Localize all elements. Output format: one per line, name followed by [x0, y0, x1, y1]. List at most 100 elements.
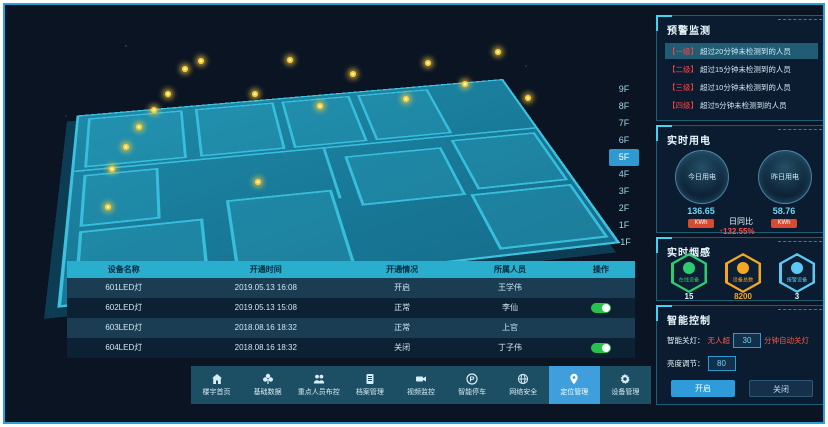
yesterday-power-gauge: 昨日用电 [758, 150, 812, 204]
today-unit-badge: KWh [688, 219, 714, 228]
panel-corner-decor [656, 15, 672, 31]
nav-item-positioning-active[interactable]: 定位管理 [548, 366, 600, 404]
lamp-icon[interactable] [109, 166, 115, 172]
lamp-icon[interactable] [182, 66, 188, 72]
alert-list: 【一级】 超过20分钟未检测到的人员 【二级】 超过15分钟未检测到的人员 【三… [657, 43, 823, 113]
nav-item-device-management[interactable]: 设备管理 [600, 366, 651, 404]
floor-item-1f[interactable]: 1F [618, 220, 630, 230]
power-toggle-on[interactable] [590, 343, 611, 353]
stats-panel: 实时烟感 在线设备 设备总数 报警设备 15 8200 [656, 237, 823, 301]
lamp-icon[interactable] [525, 95, 531, 101]
open-time: 2018.08.16 18:32 [234, 323, 297, 332]
alert-item-10min[interactable]: 【三级】 超过10分钟未检测到的人员 [665, 79, 818, 95]
panel-dash-decor [778, 129, 822, 130]
brightness-label: 亮度调节： [667, 359, 705, 368]
lamp-icon[interactable] [198, 58, 204, 64]
person: 丁子伟 [498, 343, 523, 352]
alert-level-tag: 【四级】 [668, 100, 698, 110]
floor-item-7f[interactable]: 7F [618, 118, 630, 128]
auto-off-label: 智能关灯： [667, 336, 705, 345]
lamp-icon[interactable] [123, 144, 129, 150]
lamp-icon[interactable] [105, 204, 111, 210]
floor-item-3f[interactable]: 3F [618, 186, 630, 196]
lamp-icon[interactable] [462, 81, 468, 87]
floor-item-6f[interactable]: 6F [618, 135, 630, 145]
nav-item-home[interactable]: 楼宇首页 [191, 366, 242, 404]
lamp-icon[interactable] [425, 60, 431, 66]
lamp-icon[interactable] [252, 91, 258, 97]
nav-item-video[interactable]: 视频监控 [395, 366, 446, 404]
no-person-minutes-input[interactable]: 30 [733, 333, 761, 348]
floorplan-3d-view[interactable] [15, 9, 621, 308]
nav-item-parking[interactable]: P 智能停车 [447, 366, 498, 404]
action-cell [567, 298, 635, 318]
power-panel: 实时用电 今日用电 昨日用电 136.65 58.76 KWh KWh 日同比 … [656, 125, 823, 236]
online-devices-count: 15 [684, 292, 694, 301]
alert-level-tag: 【三级】 [668, 82, 698, 92]
power-toggle-on[interactable] [590, 303, 611, 313]
today-power-value: 136.65 [687, 206, 715, 216]
brightness-setting-row: 亮度调节： 80 [667, 356, 736, 371]
yesterday-power-label: 昨日用电 [771, 174, 799, 181]
data-cluster-icon [262, 373, 273, 384]
nav-item-archives[interactable]: 档案管理 [344, 366, 395, 404]
floor-item-8f[interactable]: 8F [618, 101, 630, 111]
floor-item-4f[interactable]: 4F [618, 169, 630, 179]
floor-item-9f[interactable]: 9F [618, 84, 630, 94]
daily-compare-label: 日同比 [729, 217, 753, 226]
turn-off-button[interactable]: 关闭 [749, 380, 813, 397]
brightness-input[interactable]: 80 [707, 356, 736, 371]
lamp-icon[interactable] [287, 57, 293, 63]
room [450, 131, 569, 190]
power-panel-title: 实时用电 [667, 136, 711, 147]
device-table: 设备名称 开通时间 开通情况 所属人员 操作 601LED灯 2019.05.1… [67, 261, 635, 358]
alert-level-tag: 【二级】 [668, 64, 698, 74]
nav-label: 重点人员布控 [297, 389, 340, 396]
svg-text:P: P [470, 375, 475, 384]
panel-corner-decor [656, 237, 672, 253]
lamp-icon[interactable] [151, 107, 157, 113]
room [281, 96, 368, 149]
room [79, 167, 161, 227]
alert-item-15min[interactable]: 【二级】 超过15分钟未检测到的人员 [665, 61, 818, 77]
lamp-icon[interactable] [165, 91, 171, 97]
room [194, 102, 286, 157]
total-devices-count: 8200 [734, 292, 752, 301]
device-name: 602LED灯 [105, 303, 143, 312]
floor-item-2f[interactable]: 2F [618, 203, 630, 213]
alarm-devices-count: 3 [794, 292, 800, 301]
alert-item-20min[interactable]: 【一级】 超过20分钟未检测到的人员 [665, 43, 818, 59]
today-power-label: 今日用电 [688, 174, 716, 181]
floor-selector: 9F 8F 7F 6F 5F 4F 3F 2F 1F -1F [609, 81, 639, 251]
turn-on-button[interactable]: 开启 [671, 380, 735, 397]
nav-item-network-security[interactable]: 网络安全 [498, 366, 549, 404]
auto-off-setting-row: 智能关灯： 无人超 30 分钟自动关灯 [667, 333, 809, 348]
control-panel-title: 智能控制 [667, 316, 711, 327]
lamp-icon[interactable] [136, 124, 142, 130]
nav-item-basic-data[interactable]: 基础数据 [242, 366, 293, 404]
yesterday-power-value: 58.76 [772, 206, 796, 216]
nav-item-key-personnel[interactable]: 重点人员布控 [293, 366, 344, 404]
lamp-icon[interactable] [403, 96, 409, 102]
alert-item-5min[interactable]: 【四级】 超过5分钟未检测到的人员 [665, 97, 818, 113]
alert-level-tag: 【一级】 [668, 46, 698, 56]
table-row: 603LED灯 2018.08.16 18:32 正常 上官 [67, 318, 635, 338]
table-header-row: 设备名称 开通时间 开通情况 所属人员 操作 [67, 261, 635, 278]
panel-dash-decor [778, 309, 822, 310]
floor-item-b1f[interactable]: -1F [617, 237, 631, 247]
nav-label: 基础数据 [253, 389, 282, 396]
no-person-label: 无人超 [707, 336, 731, 345]
room [344, 147, 467, 206]
floor-item-5f-selected[interactable]: 5F [609, 149, 639, 166]
lamp-icon[interactable] [495, 49, 501, 55]
hex-label: 报警设备 [786, 278, 808, 284]
lamp-icon[interactable] [255, 179, 261, 185]
online-devices-hex: 在线设备 [671, 253, 707, 293]
control-panel: 智能控制 智能关灯： 无人超 30 分钟自动关灯 亮度调节： 80 开启 关闭 [656, 305, 823, 405]
col-header-status: 开通情况 [386, 265, 419, 274]
lamp-icon[interactable] [350, 71, 356, 77]
device-name: 601LED灯 [105, 283, 143, 292]
daily-compare-value: ↑132.55% [719, 227, 755, 236]
lamp-icon[interactable] [317, 103, 323, 109]
bottom-nav: 楼宇首页 基础数据 重点人员布控 档案管理 视频监控 P 智能停车 [191, 366, 651, 404]
